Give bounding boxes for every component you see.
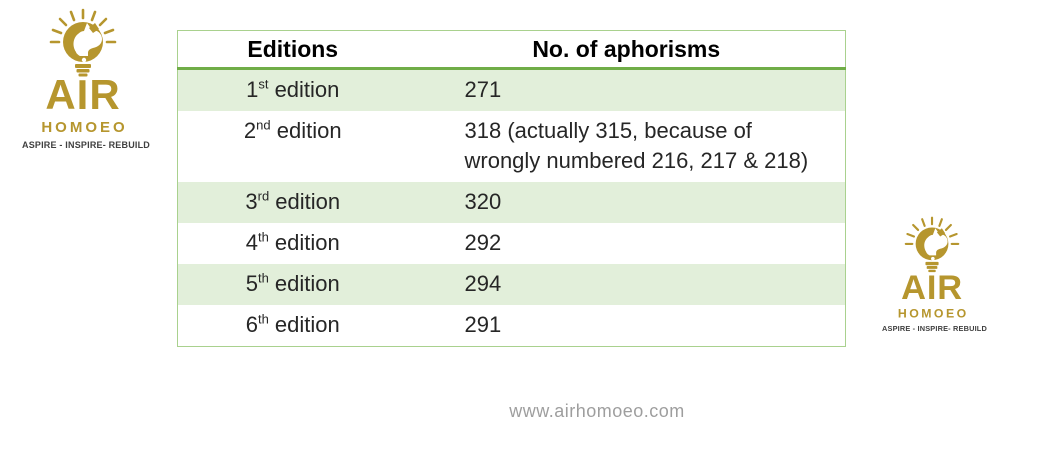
table-header-row: Editions No. of aphorisms (177, 30, 846, 70)
table-row: 4th edition 292 (177, 223, 846, 264)
logo-tagline: ASPIRE - INSPIRE- REBUILD (882, 324, 987, 333)
air-logo: AIR HOMOEO ASPIRE - INSPIRE- REBUILD (22, 8, 151, 150)
table-row: 1st edition 271 (177, 68, 846, 111)
editions-table-body: 1st edition 271 2nd edition 318 (actuall… (177, 68, 846, 347)
logo-homoeo-text: HOMOEO (41, 119, 128, 136)
edition-cell: 3rd edition (245, 188, 341, 214)
aphorisms-cell: 294 (464, 271, 502, 296)
logo-tagline: ASPIRE - INSPIRE- REBUILD (22, 140, 151, 150)
edition-cell: 5th edition (245, 270, 340, 296)
edition-cell: 1st edition (246, 76, 340, 102)
aphorisms-cell: 320 (464, 189, 502, 214)
edition-cell: 4th edition (245, 229, 340, 255)
editions-table: Editions No. of aphorisms 1st edition 27… (177, 30, 846, 347)
aphorisms-cell: 291 (464, 312, 502, 337)
table-row: 2nd edition 318 (actually 315, because o… (177, 111, 846, 182)
table-row: 3rd edition 320 (177, 182, 846, 223)
column-header-aphorisms: No. of aphorisms (407, 30, 846, 70)
logo-air-text: AIR (45, 71, 121, 118)
air-logo-secondary: AIR HOMOEO ASPIRE - INSPIRE- REBUILD (882, 216, 987, 333)
website-url: www.airhomoeo.com (509, 401, 685, 421)
aphorisms-cell: 292 (464, 230, 502, 255)
aphorisms-cell: 271 (464, 77, 502, 102)
table-row: 6th edition 291 (177, 305, 846, 347)
lightbulb-icon (904, 216, 960, 273)
table-row: 5th edition 294 (177, 264, 846, 305)
edition-cell: 2nd edition (243, 117, 342, 143)
edition-cell: 6th edition (245, 311, 340, 337)
aphorisms-cell: 318 (actually 315, because of wrongly nu… (464, 118, 809, 173)
column-header-editions: Editions (177, 30, 408, 70)
logo-air-text: AIR (901, 267, 963, 307)
logo-homoeo-text: HOMOEO (897, 307, 969, 321)
lightbulb-icon (49, 8, 117, 77)
